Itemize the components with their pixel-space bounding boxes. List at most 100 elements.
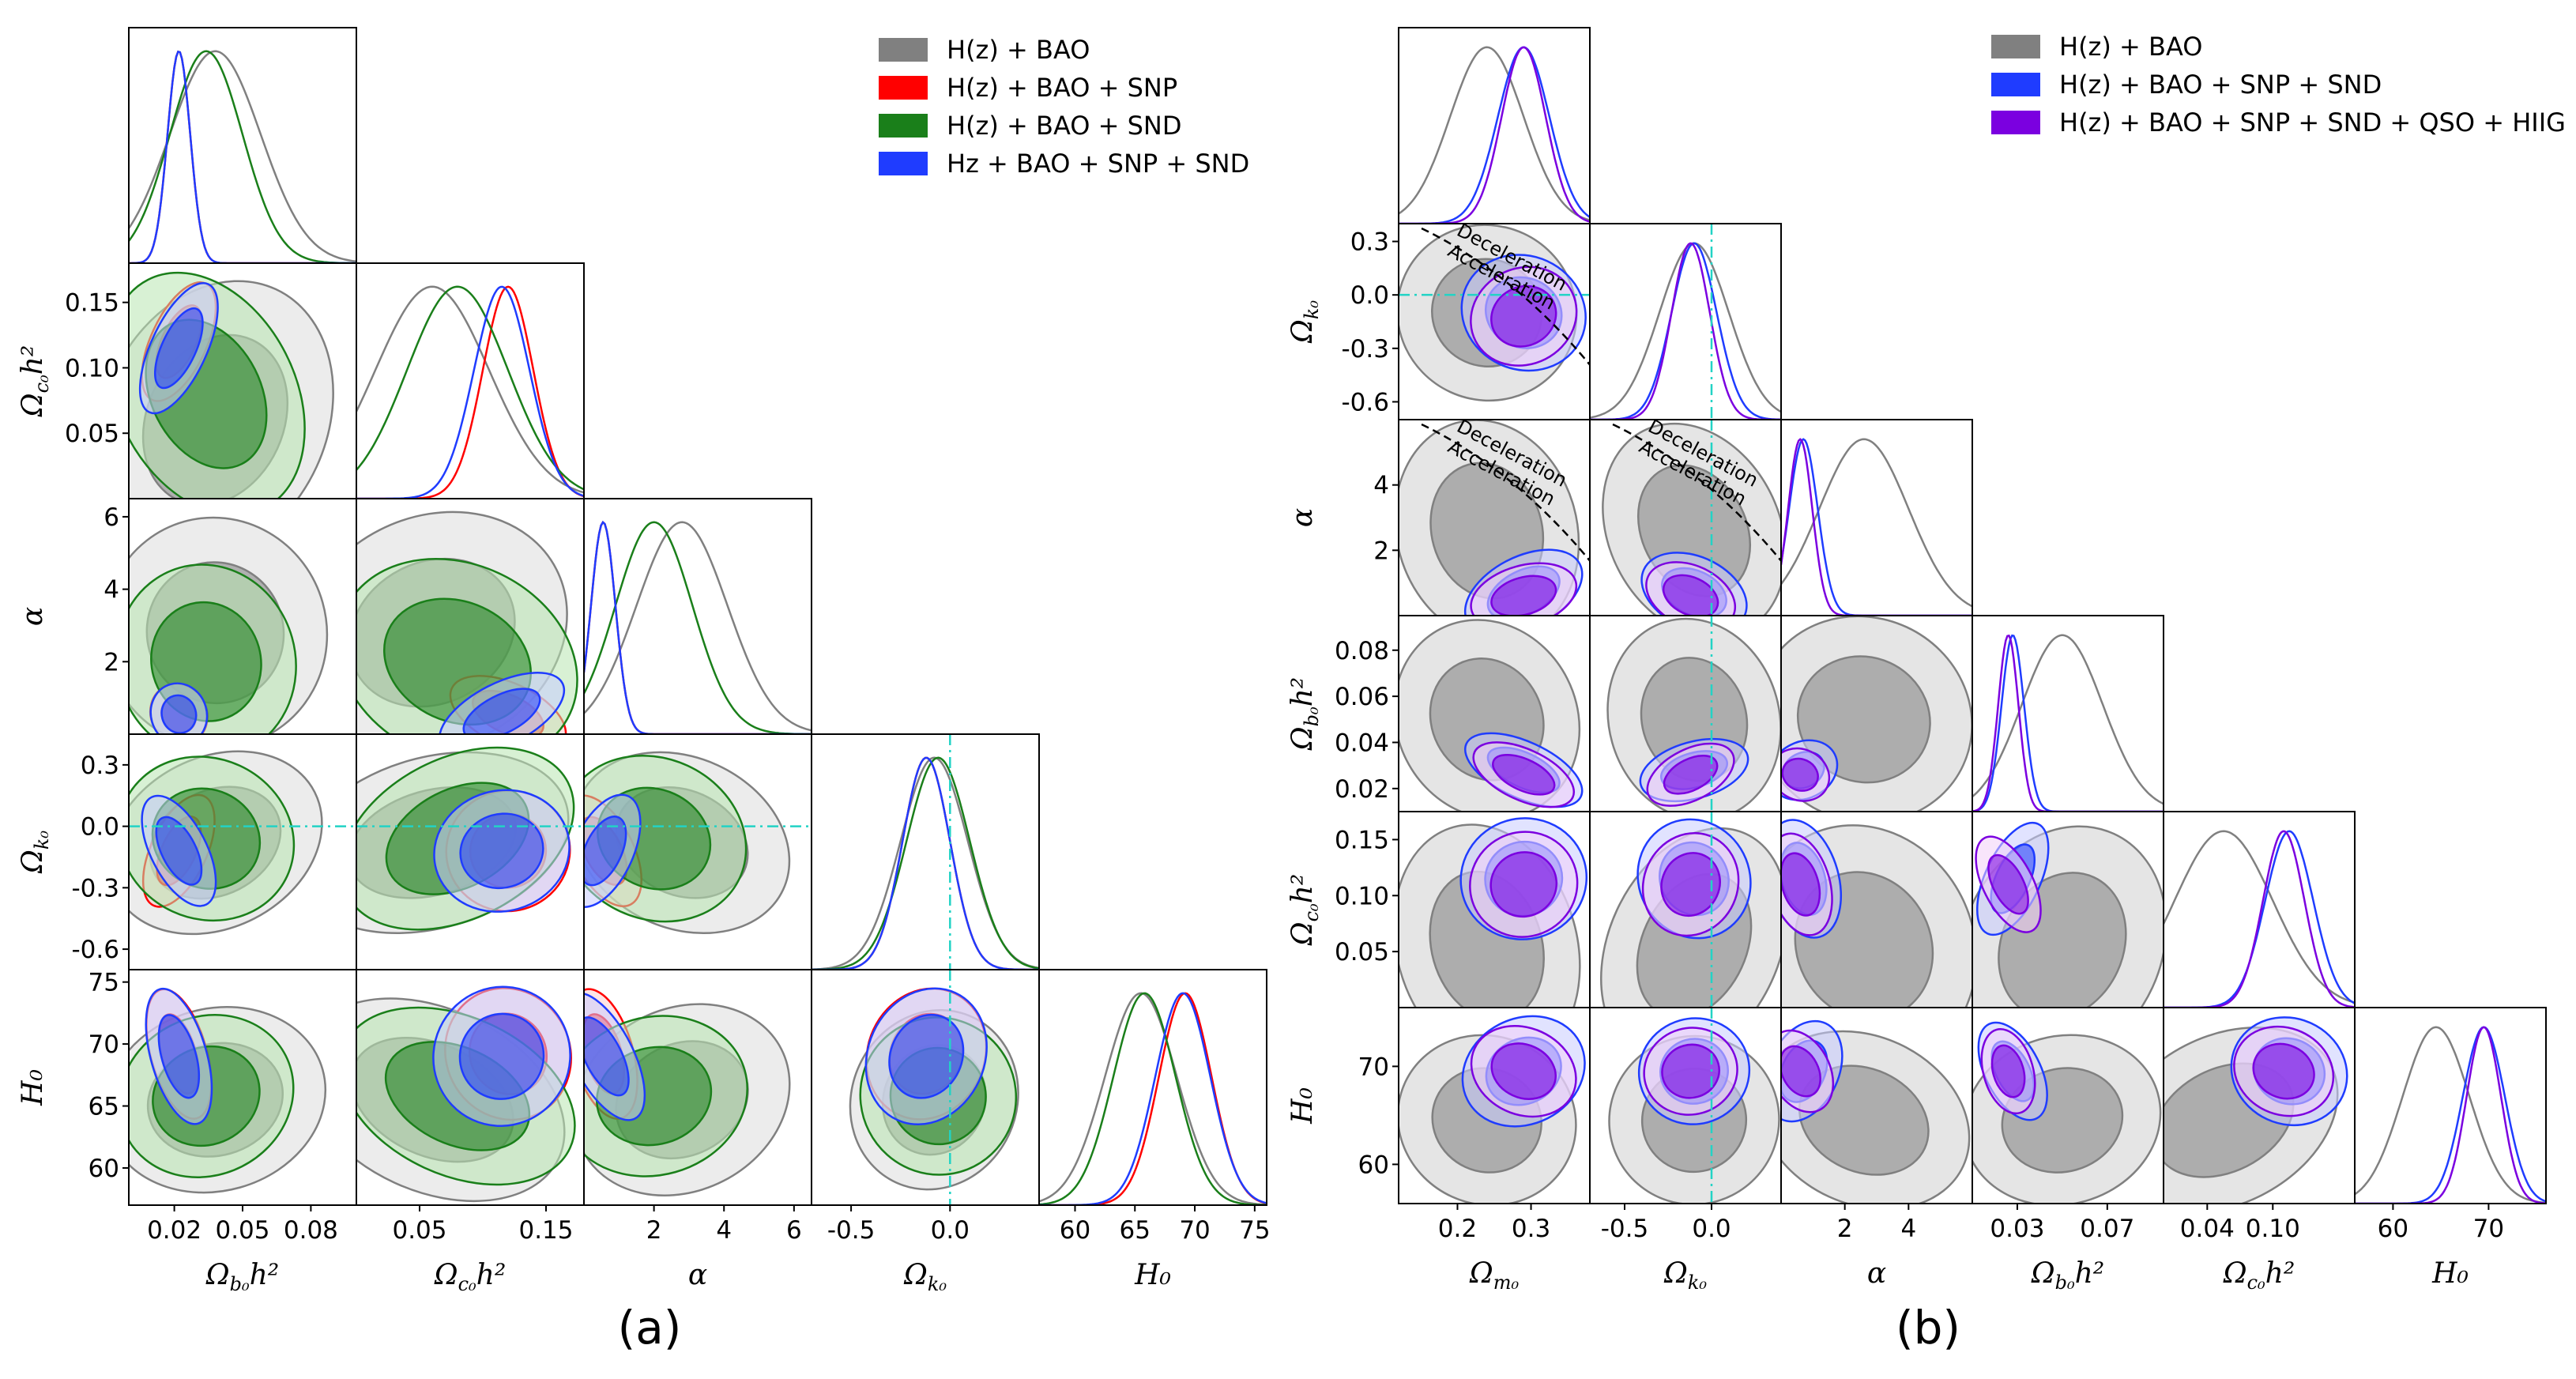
cell-Ωc0h²-Ωc0h² — [356, 262, 585, 499]
ytick-label: 0.05 — [65, 420, 119, 448]
cell-frame — [1038, 969, 1267, 1206]
ytick-label: 0.3 — [1350, 228, 1389, 257]
panel-label-b: (b) — [1896, 1301, 1960, 1355]
xtick-label: 6 — [786, 1216, 802, 1245]
cell-α-α — [1780, 419, 1973, 616]
legend-label: H(z) + BAO — [2059, 32, 2202, 62]
cell-H0-Ωb0h²: 60 65 70 75 0.02 0.05 0.08 — [89, 969, 357, 1245]
cell-H0-H0: 60 70 — [2354, 1007, 2547, 1243]
y-axis-label: H₀ — [17, 1069, 49, 1106]
ytick-label: 65 — [89, 1093, 119, 1121]
marginal-line-2 — [1039, 992, 1267, 1205]
ytick-label: 70 — [89, 1030, 119, 1059]
cell-α-Ωm0: 24 — [1373, 419, 1591, 616]
contour-2-1 — [1489, 851, 1558, 918]
ytick-label: 0.10 — [1335, 882, 1389, 910]
marginal-line-3 — [356, 285, 584, 499]
marginal-line-3 — [1039, 992, 1267, 1205]
xtick-label: 0.0 — [931, 1216, 970, 1245]
xtick-label: 0.04 — [2180, 1215, 2235, 1243]
marginal-line-1 — [812, 756, 1039, 970]
xtick-label: 0.10 — [2246, 1215, 2300, 1243]
cell-H0-α: 2 4 6 — [583, 969, 812, 1245]
cell-frame — [1398, 27, 1591, 224]
legend: H(z) + BAO H(z) + BAO + SNP + SND H(z) + B… — [1991, 32, 2566, 138]
cell-H0-Ωc0h²: 0.05 0.15 — [356, 969, 585, 1245]
contour-2-1 — [1781, 1045, 1821, 1098]
xtick-label: 0.02 — [147, 1216, 201, 1245]
y-axis-label: Ωc₀h² — [1286, 874, 1323, 947]
contour-2-1 — [1781, 852, 1821, 917]
xtick-label: 0.15 — [518, 1216, 573, 1245]
y-axis-label: α — [17, 607, 49, 626]
cell-H0-H0: 60 65 70 75 — [1038, 969, 1271, 1245]
xtick-label: 2 — [1837, 1215, 1853, 1243]
ytick-label: 0.04 — [1335, 729, 1389, 757]
cell-Ωc0h²-Ωm0: 0.05 0.10 0.15 — [1335, 811, 1591, 1008]
deceleration-boundary — [1421, 227, 1591, 366]
marginal-line-1 — [2355, 1026, 2546, 1204]
cell-frame — [128, 27, 357, 264]
ytick-label: 75 — [89, 969, 119, 997]
marginal-line-0 — [1399, 46, 1590, 221]
marginal-line-2 — [2355, 1026, 2546, 1204]
marginal-line-0 — [1590, 242, 1781, 419]
x-axis-label: Ωb₀h² — [2031, 1257, 2104, 1294]
xtick-label: 0.05 — [392, 1216, 446, 1245]
contour-3-1 — [584, 1016, 630, 1097]
legend: H(z) + BAO H(z) + BAO + SNP H(z) + BAO + S… — [879, 35, 1249, 179]
ytick-label: 0.10 — [65, 354, 119, 382]
contour-2-1 — [1663, 754, 1719, 795]
x-axis-label: H₀ — [1134, 1259, 1171, 1291]
contour-3-1 — [458, 1012, 545, 1100]
cell-H0-Ωb0h²: 0.03 0.07 — [1972, 1007, 2164, 1243]
ytick-label: 0.3 — [81, 752, 119, 780]
legend-label: H(z) + BAO + SNP — [947, 73, 1177, 103]
legend-label: H(z) + BAO + SND — [947, 111, 1182, 141]
y-axis-label: α — [1286, 508, 1319, 527]
xtick-label: 4 — [1900, 1215, 1916, 1243]
xtick-label: 0.08 — [284, 1216, 338, 1245]
marginal-line-2 — [2164, 830, 2355, 1008]
contour-2-1 — [1660, 852, 1721, 917]
cell-H0-Ωc0h²: 0.04 0.10 — [2163, 1007, 2356, 1243]
xtick-label: 65 — [1120, 1216, 1151, 1245]
marginal-line-0 — [1781, 438, 1972, 608]
contour-2-1 — [1662, 574, 1719, 616]
ytick-label: 70 — [1358, 1053, 1389, 1081]
y-axis-label: Ωb₀h² — [1286, 677, 1323, 751]
cell-Ωc0h²-Ωb0h²: 0.05 0.10 0.15 — [65, 262, 357, 499]
marginal-line-0 — [1039, 992, 1267, 1205]
x-axis-label: α — [688, 1259, 707, 1291]
xtick-label: 0.3 — [1512, 1215, 1550, 1243]
xtick-label: -0.5 — [827, 1216, 876, 1245]
x-axis-label: Ωc₀h² — [434, 1259, 507, 1295]
ytick-label: 4 — [104, 576, 119, 605]
cell-Ωc0h²-α — [1780, 811, 1973, 1008]
cell-Ωb0h²-Ωb0h² — [128, 27, 357, 264]
legend-label: Hz + BAO + SNP + SND — [947, 149, 1249, 179]
y-axis-label: Ωk₀ — [17, 831, 53, 874]
contour-3-1 — [888, 1013, 965, 1099]
x-axis-label: H₀ — [2431, 1257, 2469, 1290]
marginal-line-2 — [1399, 46, 1590, 224]
contour-3-1 — [153, 307, 204, 390]
contour-3-1 — [160, 694, 198, 734]
cell-H0-Ωm0: 60 70 0.2 0.3 — [1358, 1007, 1591, 1243]
ytick-label: 0.06 — [1335, 683, 1389, 711]
corner-plot-a: 0.05 0.10 0.15 2 4 6 -0.6 -0.3 0.0 0.3 60 65 70 75 0.0… — [17, 27, 1271, 1295]
xtick-label: 2 — [646, 1216, 662, 1245]
marginal-line-1 — [1590, 242, 1781, 420]
marginal-line-1 — [1399, 46, 1590, 224]
cell-frame — [1589, 223, 1782, 420]
cell-Ωb0h²-Ωb0h² — [1972, 615, 2164, 812]
contour-2-1 — [1781, 757, 1819, 792]
marginal-line-2 — [584, 521, 812, 734]
cell-H0-Ωk0: -0.5 0.0 — [1589, 1007, 1782, 1243]
marginal-line-1 — [1972, 634, 2164, 812]
ytick-label: 0.0 — [1350, 281, 1389, 310]
contour-2-1 — [1661, 1043, 1720, 1099]
x-axis-label: α — [1867, 1257, 1886, 1290]
